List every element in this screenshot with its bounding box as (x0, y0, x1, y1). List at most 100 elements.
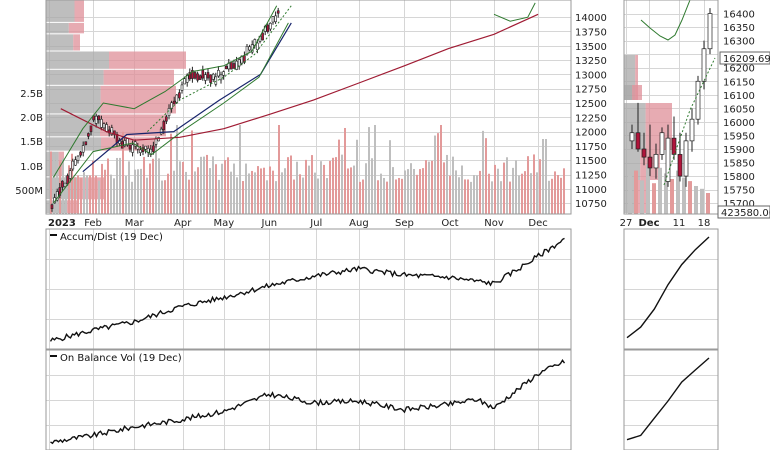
volume-bar (437, 133, 439, 214)
volume-bar (293, 179, 295, 214)
volume-bar (164, 180, 166, 214)
zoom-price-tick-label: 16000 (723, 118, 755, 129)
price-tick-label: 12750 (575, 85, 607, 96)
volume-bar (308, 165, 310, 214)
zoom-price-panel: 16400 16350 16300 16200 16150 16100 16050 16000… (620, 0, 770, 229)
volume-bar (320, 161, 322, 214)
volume-bar (68, 165, 70, 214)
volume-tick-label: 1.0B (20, 162, 43, 173)
volume-profile-bar (109, 51, 186, 69)
volume-bar (239, 125, 241, 214)
price-candle-body (219, 74, 223, 81)
volume-bar (146, 177, 148, 214)
price-tick-label: 13500 (575, 42, 607, 53)
volume-bar (287, 157, 289, 214)
volume-bar (554, 171, 556, 214)
zoom-price-tick-label: 15750 (723, 186, 755, 197)
volume-bar (74, 177, 76, 214)
volume-bar (362, 179, 364, 214)
volume-bar (185, 171, 187, 214)
zoom-volume-bar (676, 170, 680, 214)
price-candle-body (79, 151, 82, 156)
zoom-candle-body (647, 156, 653, 169)
volume-bar (395, 179, 397, 214)
price-candle-body (180, 84, 184, 91)
volume-bar (269, 166, 271, 214)
zoom-candle-body (707, 13, 713, 50)
price-candle-body (248, 46, 251, 51)
zoom-candle-body (653, 154, 659, 169)
zoom-price-axis-labels: 16400 16350 16300 16200 16150 16100 16050 16000… (723, 10, 755, 211)
volume-bar (206, 154, 208, 214)
volume-bar (71, 153, 73, 214)
price-candle-body (154, 138, 158, 145)
volume-profile-bar (100, 114, 166, 137)
price-tick-label: 10750 (575, 199, 607, 210)
price-candle-body (94, 115, 98, 124)
volume-bar (257, 166, 259, 214)
volume-bar (104, 169, 106, 214)
volume-bar (497, 168, 499, 214)
price-candle-body (222, 71, 225, 76)
volume-tick-label: 2.5B (20, 89, 43, 100)
price-candle-body (191, 70, 194, 79)
price-axis-labels: 14000 13750 13500 13250 13000 12750 12500 12250… (575, 13, 607, 210)
late-band-line (493, 2, 536, 22)
volume-bar (272, 170, 274, 214)
obv-panel: On Balance Vol (19 Dec) (45, 349, 572, 450)
volume-bar (155, 138, 157, 214)
price-candle-body (167, 108, 171, 117)
sma200-line (60, 13, 539, 141)
volume-bar (407, 169, 409, 214)
price-candle-body (152, 145, 155, 152)
volume-bar (134, 169, 136, 214)
price-candle-body (162, 121, 166, 130)
volume-bar (122, 131, 124, 214)
volume-bar (560, 177, 562, 214)
price-candle-body (217, 70, 220, 77)
zoom-candle-body (641, 148, 647, 158)
volume-bar (317, 178, 319, 214)
volume-bar (275, 181, 277, 214)
volume-bar (527, 156, 529, 214)
volume-bar (236, 177, 238, 214)
volume-bar (278, 125, 280, 214)
volume-bar (458, 177, 460, 214)
date-tick-label: Sep (395, 218, 414, 229)
volume-bar (179, 161, 181, 214)
volume-bar (209, 168, 211, 214)
last-volume-box (717, 205, 770, 219)
accum-dist-title: Accum/Dist (19 Dec) (60, 232, 163, 243)
volume-profile-bar (46, 34, 74, 51)
price-candle-body (232, 63, 236, 69)
price-candle-body (235, 60, 238, 70)
price-candle-body (165, 116, 168, 122)
volume-bar (380, 173, 382, 214)
volume-bar (233, 163, 235, 214)
price-candle-body (84, 141, 88, 146)
volume-bar (65, 175, 67, 214)
price-candle-body (68, 170, 72, 179)
obv-zoom-line (626, 357, 710, 441)
volume-bar (461, 165, 463, 214)
date-tick-label: Oct (441, 218, 458, 229)
price-candle-body (131, 144, 134, 153)
volume-bar (296, 161, 298, 214)
volume-bar (182, 161, 184, 214)
volume-bar (542, 139, 544, 214)
volume-bar (188, 179, 190, 214)
zoom-profile-bar (624, 103, 646, 150)
zoom-price-tick-label: 16400 (723, 10, 755, 21)
price-tick-label: 14000 (575, 13, 607, 24)
volume-bar (422, 168, 424, 214)
trend-dotted-line (147, 5, 292, 132)
zoom-price-tick-label: 16150 (723, 77, 755, 88)
obv-title: On Balance Vol (19 Dec) (60, 353, 182, 364)
date-tick-label: Jul (309, 218, 322, 229)
zoom-price-tick-label: 16200 (723, 64, 755, 75)
accum-dist-zoom-panel (623, 228, 719, 350)
obv-zoom-panel (623, 349, 719, 450)
price-candle-body (269, 22, 272, 30)
volume-profile-bar (46, 151, 59, 177)
volume-bar (401, 178, 403, 214)
